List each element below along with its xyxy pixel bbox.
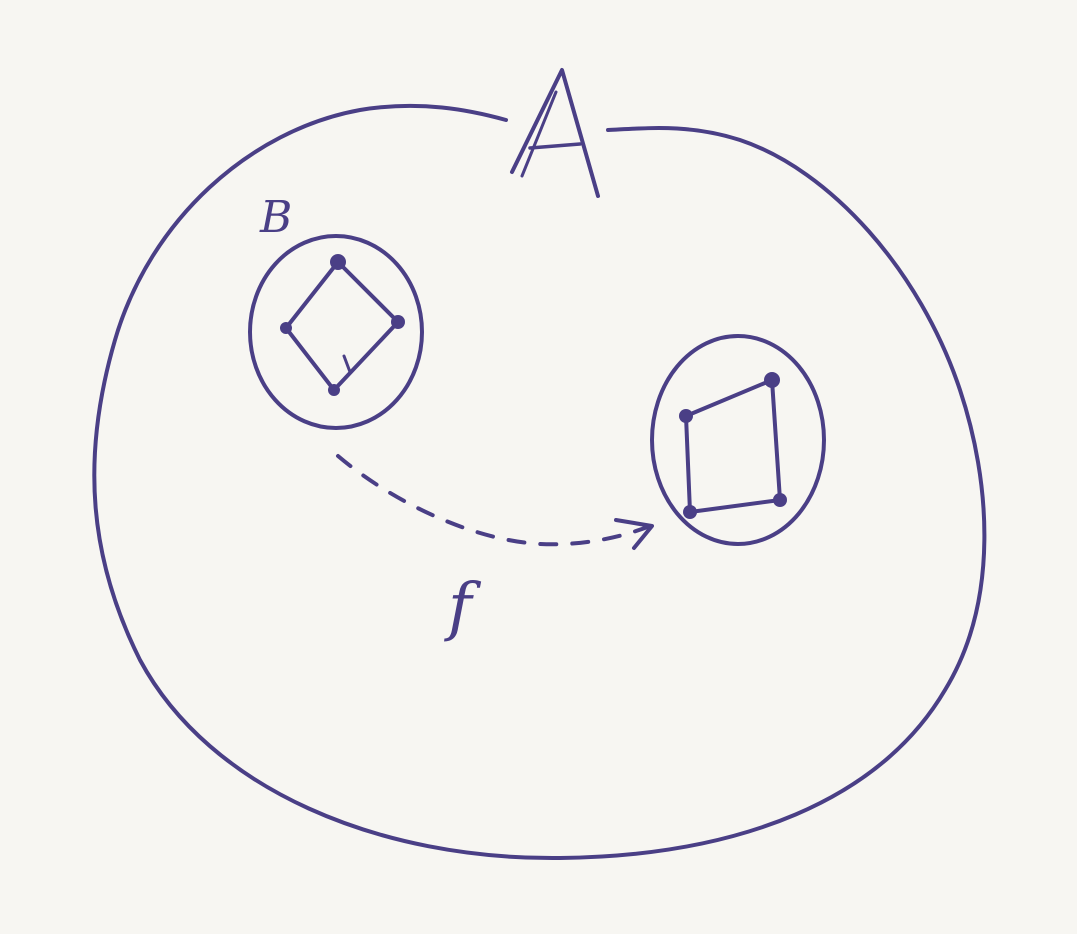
image-vertex <box>773 493 787 507</box>
subset-b-circle <box>248 234 424 430</box>
mapping-arrow <box>336 454 652 547</box>
source-vertex <box>280 322 292 334</box>
subset-b-label: B <box>259 192 292 243</box>
set-a-boundary <box>92 103 987 861</box>
source-vertex <box>328 384 340 396</box>
source-vertex <box>391 315 405 329</box>
image-vertex <box>764 372 780 388</box>
image-vertex <box>683 505 697 519</box>
source-vertex <box>330 254 346 270</box>
image-vertex <box>679 409 693 423</box>
mapping-label: f <box>444 570 482 644</box>
mapping-arrowhead <box>614 518 654 550</box>
set-a-label-glyph <box>510 68 600 198</box>
image-shape <box>679 372 787 519</box>
image-set-circle <box>650 334 826 546</box>
source-shape <box>280 254 405 396</box>
